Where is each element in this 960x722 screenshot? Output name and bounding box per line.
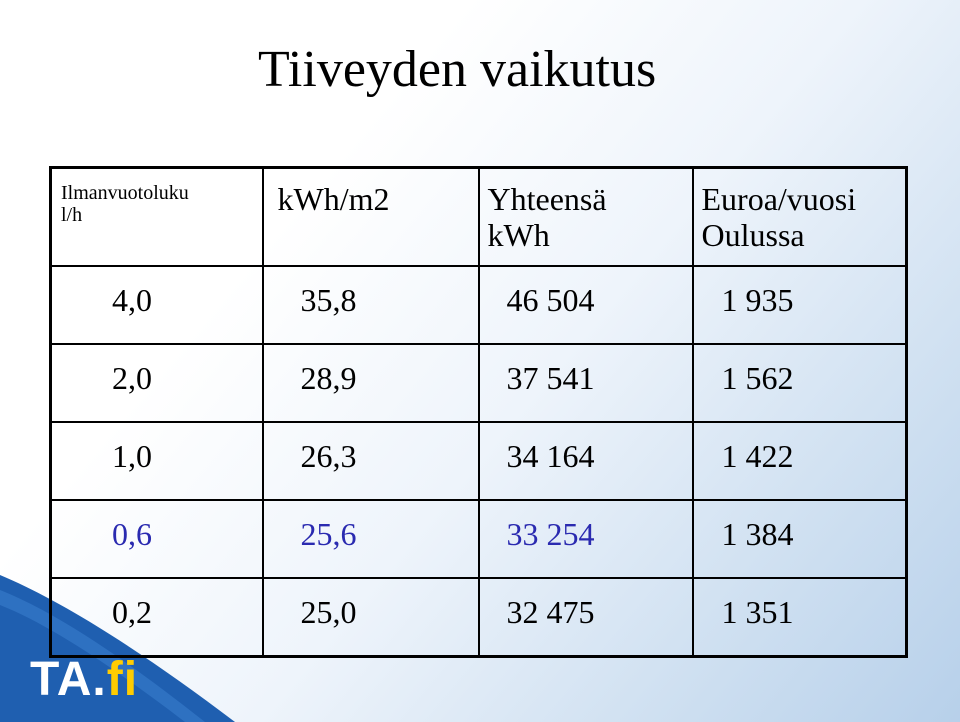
- table-cell: 4,0: [49, 265, 264, 345]
- table-cell: 32 475: [477, 577, 694, 658]
- header-cell-total-kwh: Yhteensä kWh: [477, 166, 694, 267]
- header-text: kWh: [487, 217, 550, 253]
- table-cell: 37 541: [477, 343, 694, 423]
- table-cell: 0,2: [49, 577, 264, 658]
- table-header-row: Ilmanvuotoluku l/h kWh/m2 Yhteensä kWh E…: [49, 166, 908, 267]
- table-cell: 33 254: [477, 499, 694, 579]
- header-text: Yhteensä: [487, 181, 607, 217]
- header-text: kWh/m2: [277, 181, 390, 217]
- table-cell: 1 562: [691, 343, 908, 423]
- header-text: Euroa/vuosi: [701, 181, 857, 217]
- logo-suffix: fi: [106, 653, 139, 706]
- table-cell: 28,9: [261, 343, 480, 423]
- header-text: Oulussa: [701, 217, 805, 253]
- table-cell: 1,0: [49, 421, 264, 501]
- table-cell: 1 935: [691, 265, 908, 345]
- table-row: 2,0 28,9 37 541 1 562: [49, 343, 908, 423]
- header-cell-airflow: Ilmanvuotoluku l/h: [49, 166, 264, 267]
- table-cell: 0,6: [49, 499, 264, 579]
- table-cell: 25,0: [261, 577, 480, 658]
- table-row: 0,6 25,6 33 254 1 384: [49, 499, 908, 579]
- table-cell: 2,0: [49, 343, 264, 423]
- header-text: l/h: [61, 204, 83, 226]
- table-cell: 1 351: [691, 577, 908, 658]
- table-cell: 1 422: [691, 421, 908, 501]
- logo-text: TA.: [30, 653, 107, 706]
- table-cell: 34 164: [477, 421, 694, 501]
- table-cell: 25,6: [261, 499, 480, 579]
- header-text: Ilmanvuotoluku: [61, 182, 189, 204]
- table-cell: 46 504: [477, 265, 694, 345]
- table-cell: 1 384: [691, 499, 908, 579]
- table-row: 0,2 25,0 32 475 1 351: [49, 577, 908, 658]
- slide-title: Tiiveyden vaikutus: [258, 41, 657, 98]
- ta-fi-logo: TA.fi: [30, 652, 138, 708]
- header-cell-euros: Euroa/vuosi Oulussa: [691, 166, 908, 267]
- data-table: Ilmanvuotoluku l/h kWh/m2 Yhteensä kWh E…: [49, 166, 908, 658]
- table-row: 4,0 35,8 46 504 1 935: [49, 265, 908, 345]
- header-cell-kwh-m2: kWh/m2: [261, 166, 480, 267]
- table-row: 1,0 26,3 34 164 1 422: [49, 421, 908, 501]
- table-cell: 35,8: [261, 265, 480, 345]
- table-cell: 26,3: [261, 421, 480, 501]
